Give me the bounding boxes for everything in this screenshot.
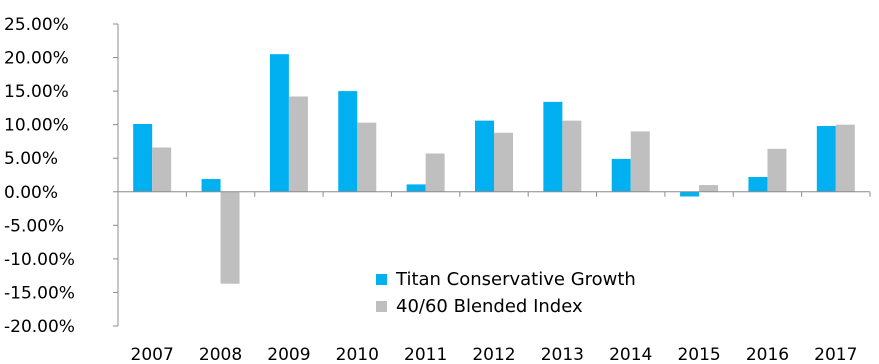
- bar-index-2007: [152, 147, 172, 192]
- bar-index-2015: [699, 185, 719, 192]
- bars: [133, 54, 855, 284]
- bar-titan-2017: [816, 126, 836, 192]
- x-tick-label: 2017: [814, 345, 857, 364]
- bar-index-2013: [562, 120, 582, 192]
- x-tick-label: 2007: [131, 345, 174, 364]
- y-tick-label: -20.00%: [4, 317, 75, 337]
- x-tick-label: 2015: [677, 345, 720, 364]
- y-tick-label: 0.00%: [4, 183, 58, 203]
- x-tick-label: 2008: [199, 345, 242, 364]
- y-tick-label: -5.00%: [4, 216, 64, 236]
- legend-swatch: [376, 301, 387, 312]
- legend: Titan Conservative Growth 40/60 Blended I…: [376, 269, 636, 317]
- x-tick-label: 2011: [404, 345, 447, 364]
- y-tick-label: 25.00%: [4, 15, 69, 35]
- bar-index-2011: [425, 153, 445, 192]
- x-tick-label: 2014: [609, 345, 652, 364]
- x-tick-label: 2009: [267, 345, 310, 364]
- legend-swatch: [376, 274, 387, 285]
- bar-titan-2014: [611, 158, 631, 192]
- x-tick-label: 2012: [472, 345, 515, 364]
- bar-titan-2015: [680, 191, 700, 197]
- bar-titan-2007: [133, 123, 153, 192]
- bar-titan-2012: [475, 120, 494, 192]
- y-tick-label: 5.00%: [4, 149, 58, 169]
- y-tick-label: 10.00%: [4, 116, 69, 136]
- y-tick-label: -15.00%: [4, 283, 75, 303]
- bar-titan-2008: [201, 179, 221, 192]
- bar-titan-2011: [406, 184, 426, 192]
- bar-titan-2009: [269, 54, 289, 192]
- x-axis: 2007 2008 2009 2010 2011 2012 2013 2014 2015 2016…: [117, 191, 871, 364]
- y-axis: 25.00% 20.00% 15.00% 10.00% 5.00% 0.00% -5.00%…: [4, 15, 119, 337]
- bar-index-2016: [767, 148, 787, 192]
- bar-index-2009: [288, 96, 308, 192]
- y-tick-label: 15.00%: [4, 82, 69, 102]
- legend-label: 40/60 Blended Index: [396, 296, 583, 317]
- y-tick-label: 20.00%: [4, 49, 69, 69]
- x-tick-label: 2010: [336, 345, 379, 364]
- x-tick-label: 2016: [746, 345, 789, 364]
- bar-index-2008: [220, 191, 240, 284]
- bar-index-2010: [357, 122, 377, 192]
- bar-index-2017: [835, 124, 855, 192]
- bar-titan-2010: [338, 91, 358, 192]
- legend-label: Titan Conservative Growth: [395, 269, 636, 290]
- bar-index-2014: [630, 131, 650, 192]
- y-tick-label: -10.00%: [4, 250, 75, 270]
- bar-titan-2013: [543, 101, 563, 192]
- x-tick-label: 2013: [541, 345, 584, 364]
- bar-titan-2016: [748, 177, 768, 192]
- bar-index-2012: [494, 132, 513, 192]
